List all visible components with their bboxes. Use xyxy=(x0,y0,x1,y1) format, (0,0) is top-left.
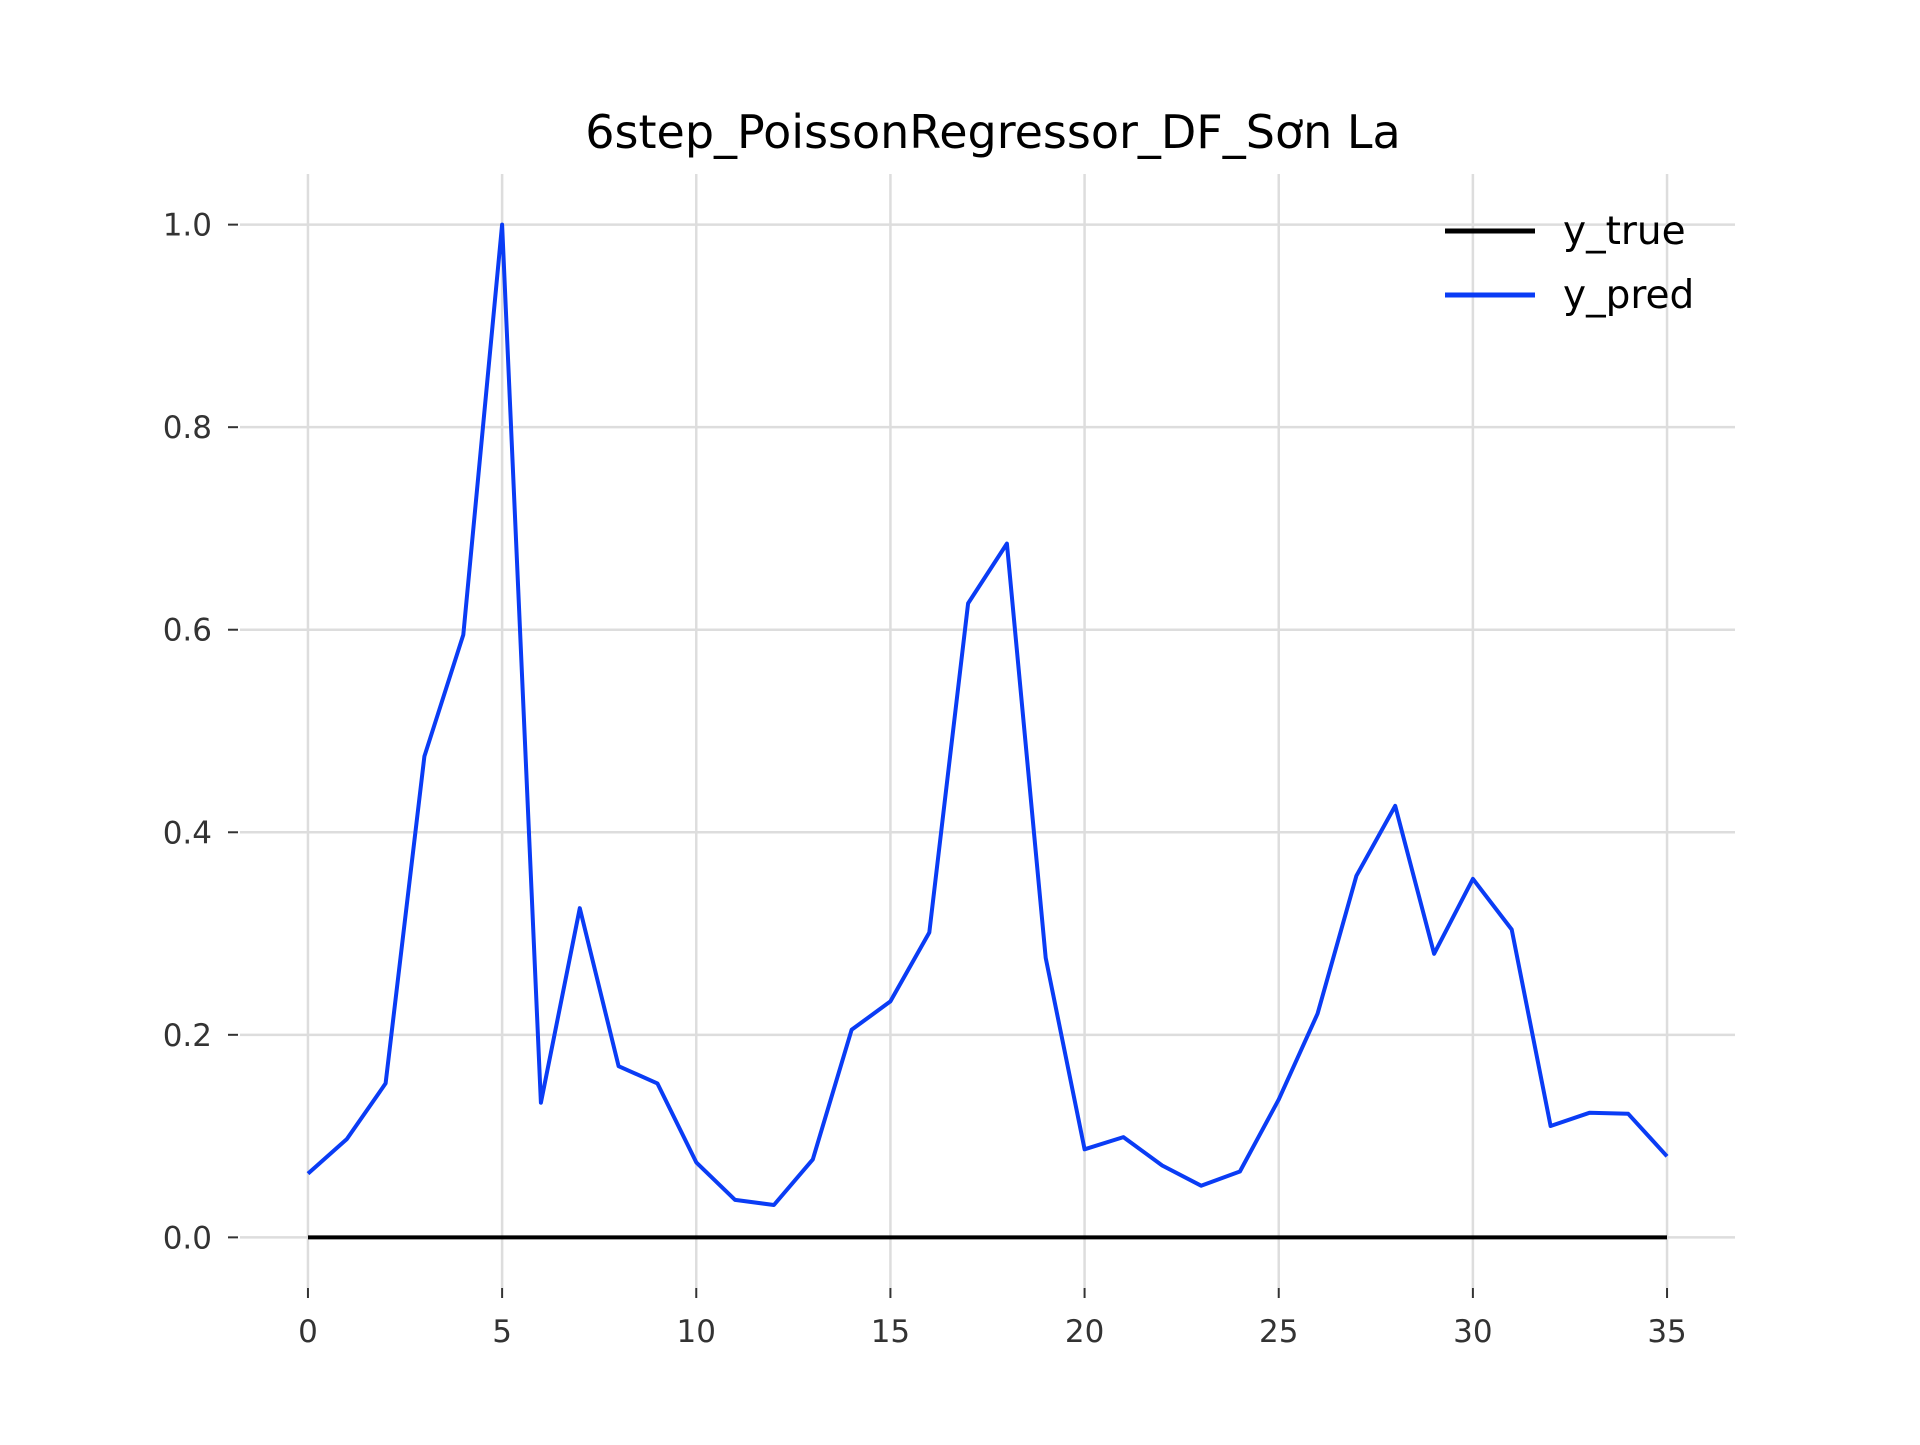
y-tick-label: 0.6 xyxy=(163,613,212,649)
axes: 0 5 10 15 20 25 30 35 0.0 0.2 0.4 0.6 0.8 1.0 xyxy=(163,208,1687,1350)
chart-title: 6step_PoissonRegressor_DF_Sơn La xyxy=(585,105,1400,159)
legend: y_true y_pred xyxy=(1445,209,1694,318)
legend-label-y-pred: y_pred xyxy=(1563,273,1694,318)
x-tick-label: 5 xyxy=(492,1314,512,1350)
y-tick-label: 0.0 xyxy=(163,1220,212,1256)
y-tick-label: 0.8 xyxy=(163,410,212,446)
series-line-y-pred xyxy=(306,222,1669,1207)
y-tick-label: 1.0 xyxy=(163,208,212,244)
series-lines xyxy=(306,222,1669,1240)
x-tick-label: 0 xyxy=(298,1314,318,1350)
y-tick-label: 0.2 xyxy=(163,1018,212,1054)
grid xyxy=(240,174,1735,1288)
x-tick-label: 20 xyxy=(1065,1314,1104,1350)
x-tick-label: 35 xyxy=(1647,1314,1686,1350)
legend-label-y-true: y_true xyxy=(1563,209,1686,254)
x-tick-label: 15 xyxy=(871,1314,910,1350)
x-tick-label: 10 xyxy=(677,1314,716,1350)
y-tick-label: 0.4 xyxy=(163,815,212,851)
x-tick-label: 25 xyxy=(1259,1314,1298,1350)
x-tick-label: 30 xyxy=(1453,1314,1492,1350)
